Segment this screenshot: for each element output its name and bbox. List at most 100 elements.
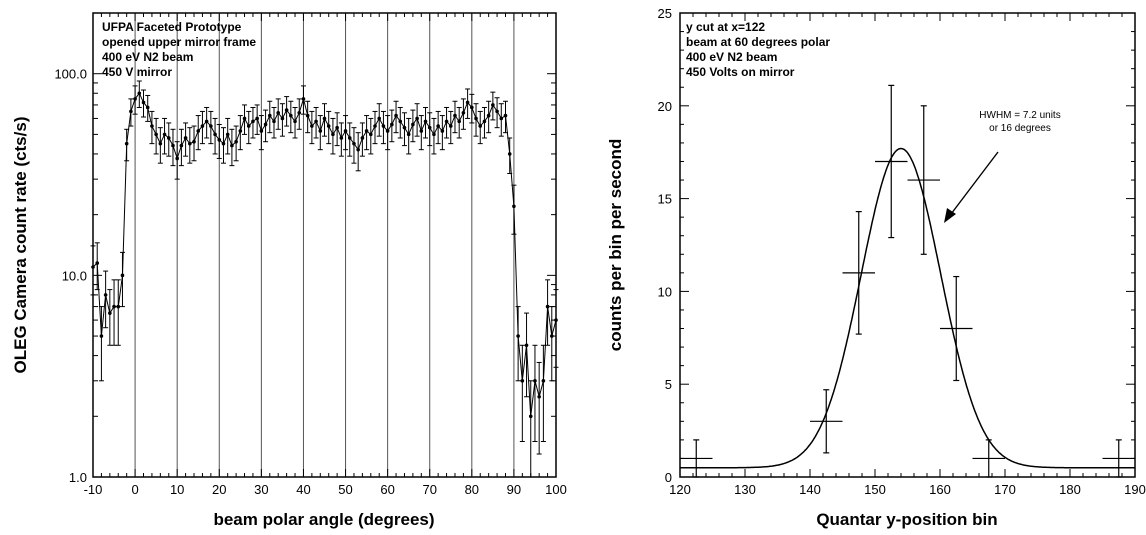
- data-point: [99, 334, 104, 338]
- left-annotation-line: opened upper mirror frame: [102, 35, 256, 49]
- x-tick-label: 140: [799, 482, 821, 497]
- data-point: [259, 129, 264, 133]
- left-annotation-block: UFPA Faceted Prototype opened upper mirr…: [102, 20, 256, 79]
- fit-curve: [680, 147, 1135, 469]
- y-tick-label: 1.0: [69, 470, 87, 485]
- data-point: [234, 139, 238, 144]
- data-point: [171, 143, 175, 148]
- right-annotation-line: beam at 60 degrees polar: [686, 35, 830, 49]
- hwhm-callout: HWHM = 7.2 units or 16 degrees: [944, 110, 1061, 223]
- hwhm-callout-line: HWHM = 7.2 units: [979, 110, 1060, 121]
- data-point: [352, 141, 356, 146]
- data-point: [133, 97, 137, 101]
- right-gaussian-fit: [680, 147, 1135, 469]
- data-point: [230, 143, 234, 148]
- y-tick-label: 0: [665, 470, 672, 485]
- data-point: [415, 116, 419, 121]
- data-point: [503, 113, 508, 118]
- data-point: [436, 124, 440, 128]
- data-point: [474, 116, 478, 121]
- left-data-series: [90, 80, 559, 478]
- data-point: [246, 124, 251, 128]
- data-point: [499, 116, 504, 121]
- data-point: [335, 125, 339, 130]
- right-y-axis-label: counts per bin per second: [606, 139, 625, 352]
- data-point: [457, 119, 461, 124]
- right-data-series: [680, 84, 1135, 478]
- right-annotation-line: y cut at x=122: [686, 20, 765, 34]
- left-plot-frame: [92, 12, 557, 478]
- data-point: [91, 265, 95, 269]
- data-point: [108, 311, 112, 315]
- data-point: [314, 119, 318, 124]
- x-tick-label: 40: [296, 482, 310, 497]
- x-tick-label: 100: [545, 482, 567, 497]
- data-point: [179, 143, 184, 148]
- x-tick-label: 180: [1059, 482, 1081, 497]
- data-point: [512, 204, 516, 209]
- data-point: [150, 124, 154, 128]
- x-tick-label: 170: [994, 482, 1016, 497]
- data-point: [103, 293, 108, 297]
- data-point: [541, 378, 546, 383]
- data-point: [217, 138, 222, 142]
- data-point: [331, 132, 335, 137]
- data-point: [411, 122, 415, 127]
- data-point: [364, 129, 369, 133]
- data-point: [390, 122, 394, 127]
- x-tick-label: 70: [422, 482, 436, 497]
- x-tick-label: 60: [380, 482, 394, 497]
- callout-arrow-head: [944, 208, 956, 223]
- data-point: [360, 136, 365, 140]
- data-point: [453, 113, 457, 118]
- data-point: [406, 132, 411, 137]
- data-point: [116, 304, 121, 309]
- left-x-axis-label: beam polar angle (degrees): [213, 510, 434, 529]
- data-point: [461, 110, 466, 115]
- right-axis-ticks: 120 130 140 150 160 170 180 190 0 5 10 15 20 25: [658, 6, 1146, 497]
- data-point: [242, 116, 247, 121]
- y-tick-label: 20: [658, 99, 672, 114]
- data-point: [554, 318, 558, 322]
- x-tick-label: 0: [131, 482, 138, 497]
- data-point: [394, 113, 398, 118]
- left-chart: -10 0 10 20 30 40 50 60 70 80 90 100 1.0 10.0 100.0 UF…: [11, 12, 567, 529]
- y-tick-label: 15: [658, 192, 672, 207]
- right-annotation-line: 450 Volts on mirror: [686, 65, 795, 79]
- data-point: [183, 136, 188, 140]
- x-tick-label: 120: [669, 482, 691, 497]
- left-y-axis-label: OLEG Camera count rate (cts/s): [11, 117, 30, 374]
- x-tick-label: 20: [212, 482, 226, 497]
- data-point: [478, 124, 483, 128]
- x-tick-label: 130: [734, 482, 756, 497]
- data-point: [326, 124, 331, 128]
- x-tick-label: -10: [84, 482, 103, 497]
- data-point: [251, 119, 255, 124]
- data-point: [200, 124, 205, 128]
- x-tick-label: 80: [465, 482, 479, 497]
- data-point: [440, 129, 445, 133]
- data-point: [339, 136, 344, 140]
- data-point: [310, 124, 314, 128]
- data-point: [204, 119, 209, 124]
- data-point: [444, 119, 449, 124]
- data-point: [533, 378, 537, 383]
- data-point: [145, 105, 150, 110]
- data-point: [369, 132, 373, 137]
- data-point: [545, 304, 550, 309]
- data-point: [162, 132, 167, 137]
- data-point: [192, 139, 196, 144]
- right-x-axis-label: Quantar y-position bin: [816, 510, 997, 529]
- data-point: [255, 116, 259, 121]
- left-annotation-line: 450 V mirror: [102, 65, 172, 79]
- left-gridlines: [134, 13, 515, 477]
- y-tick-label: 5: [665, 377, 672, 392]
- x-tick-label: 90: [507, 482, 521, 497]
- data-point: [112, 304, 116, 309]
- data-point: [423, 119, 428, 124]
- data-point: [280, 116, 285, 121]
- data-point: [272, 119, 276, 124]
- data-point: [524, 343, 529, 348]
- data-point: [419, 129, 424, 133]
- data-point: [381, 124, 386, 128]
